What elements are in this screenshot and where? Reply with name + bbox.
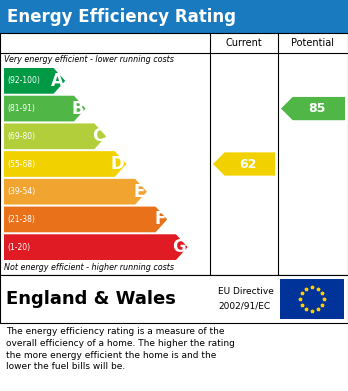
Text: 2002/91/EC: 2002/91/EC — [218, 302, 270, 311]
Text: Current: Current — [226, 38, 262, 48]
Text: Energy Efficiency Rating: Energy Efficiency Rating — [7, 7, 236, 25]
Bar — [0, 33, 348, 275]
Polygon shape — [4, 124, 106, 149]
Text: E: E — [134, 183, 145, 201]
Bar — [0, 275, 348, 323]
Text: 62: 62 — [239, 158, 256, 170]
Polygon shape — [4, 68, 65, 94]
Text: (55-68): (55-68) — [7, 160, 35, 169]
Polygon shape — [4, 234, 188, 260]
Bar — [0, 0, 348, 33]
Text: (1-20): (1-20) — [7, 243, 30, 252]
Polygon shape — [4, 96, 86, 122]
Text: (81-91): (81-91) — [7, 104, 35, 113]
Polygon shape — [4, 206, 167, 232]
Text: (39-54): (39-54) — [7, 187, 35, 196]
Polygon shape — [4, 179, 147, 204]
Text: G: G — [172, 238, 186, 256]
Text: Not energy efficient - higher running costs: Not energy efficient - higher running co… — [4, 264, 174, 273]
Text: (92-100): (92-100) — [7, 76, 40, 85]
Bar — [280, 279, 344, 319]
Text: (21-38): (21-38) — [7, 215, 35, 224]
Text: The energy efficiency rating is a measure of the
overall efficiency of a home. T: The energy efficiency rating is a measur… — [6, 327, 235, 371]
Text: C: C — [92, 127, 104, 145]
Polygon shape — [213, 152, 275, 176]
Text: Potential: Potential — [292, 38, 334, 48]
Text: Very energy efficient - lower running costs: Very energy efficient - lower running co… — [4, 56, 174, 65]
Text: B: B — [71, 100, 84, 118]
Polygon shape — [4, 151, 126, 177]
Polygon shape — [281, 97, 345, 120]
Text: A: A — [50, 72, 63, 90]
Text: F: F — [154, 210, 165, 228]
Text: EU Directive: EU Directive — [218, 287, 274, 296]
Text: 85: 85 — [308, 102, 325, 115]
Text: (69-80): (69-80) — [7, 132, 35, 141]
Text: D: D — [111, 155, 125, 173]
Text: England & Wales: England & Wales — [6, 290, 176, 308]
